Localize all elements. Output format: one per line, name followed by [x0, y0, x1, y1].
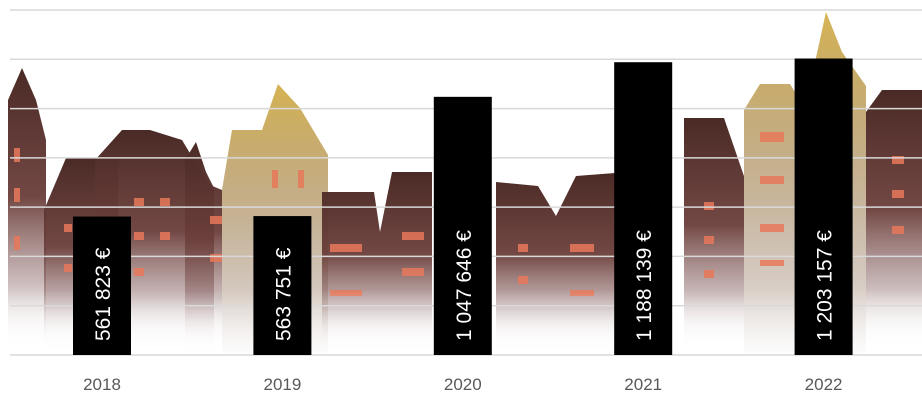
bar-2019 — [253, 216, 312, 355]
x-tick-2020: 2020 — [444, 375, 482, 394]
bar-value-label-2021: 1 188 139 € — [633, 230, 656, 341]
x-tick-2018: 2018 — [83, 375, 121, 394]
x-tick-2021: 2021 — [624, 375, 662, 394]
bar-value-label-2020: 1 047 646 € — [453, 230, 476, 341]
bar-value-label-2018: 561 823 € — [92, 247, 115, 341]
bar-series — [73, 58, 853, 356]
x-axis-tick-labels: 2018 2019 2020 2021 2022 — [83, 375, 842, 394]
bar-value-label-2019: 563 751 € — [272, 247, 295, 341]
x-tick-2022: 2022 — [805, 375, 843, 394]
bar-value-label-2022: 1 203 157 € — [814, 230, 837, 341]
bar-2018 — [73, 216, 131, 355]
bar-2022 — [794, 58, 853, 355]
bar-value-labels: 561 823 € 563 751 € 1 047 646 € 1 188 139 €… — [92, 230, 837, 341]
x-tick-2019: 2019 — [263, 375, 301, 394]
bar-2020 — [433, 96, 492, 356]
bar-2021 — [614, 62, 673, 355]
